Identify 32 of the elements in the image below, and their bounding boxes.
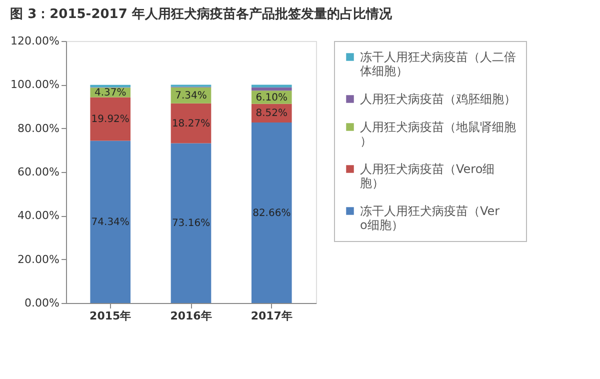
y-tick-label: 100.00%	[10, 78, 60, 92]
bar	[251, 122, 292, 303]
y-tick-label: 20.00%	[18, 252, 60, 266]
data-label: 8.52%	[256, 108, 288, 120]
bar	[90, 140, 131, 303]
data-label: 7.34%	[175, 90, 207, 102]
y-tick-label: 80.00%	[18, 122, 60, 135]
legend-label: 人用狂犬病疫苗（Vero细胞）	[360, 162, 495, 190]
data-label: 6.10%	[256, 92, 288, 104]
data-label: 74.34%	[91, 216, 130, 228]
y-tick-label: 120.00%	[10, 34, 60, 48]
data-label: 18.27%	[172, 118, 210, 130]
bar	[90, 97, 131, 141]
bar	[251, 87, 292, 91]
data-label: 19.92%	[91, 114, 130, 125]
y-tick-label: 40.00%	[18, 209, 60, 222]
x-tick-label: 2017年	[250, 310, 292, 322]
legend-label: 冻干人用狂犬病疫苗（人二倍体细胞）	[360, 50, 516, 78]
data-label: 73.16%	[172, 218, 210, 230]
y-tick-label: 0.00%	[24, 296, 60, 310]
bar	[251, 84, 292, 88]
data-label: 4.37%	[94, 87, 126, 98]
bar	[170, 143, 212, 303]
y-tick-label: 60.00%	[18, 166, 60, 178]
bar	[170, 103, 212, 144]
data-label: 82.66%	[252, 208, 291, 219]
x-tick-label: 2015年	[90, 310, 132, 322]
legend-label: 人用狂犬病疫苗（地鼠肾细胞）	[360, 120, 516, 148]
legend-label: 冻干人用狂犬病疫苗（Vero细胞）	[360, 204, 500, 232]
legend-label: 人用狂犬病疫苗（鸡胚细胞）	[360, 92, 516, 106]
x-tick-label: 2016年	[170, 310, 212, 322]
chart-title: 图 3：2015-2017 年人用狂犬病疫苗各产品批签发量的占比情况	[10, 6, 393, 22]
